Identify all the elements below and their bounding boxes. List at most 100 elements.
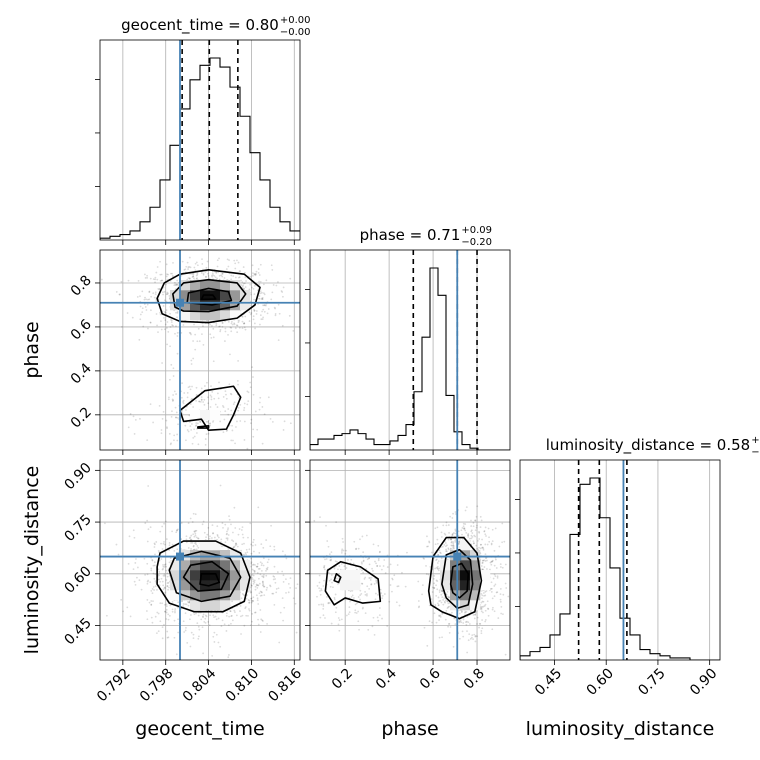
sample-point	[273, 603, 276, 606]
sample-point	[152, 600, 154, 603]
sample-point	[197, 537, 200, 540]
sample-point	[470, 530, 473, 533]
sample-point	[452, 544, 455, 547]
sample-point	[248, 601, 251, 604]
sample-point	[216, 525, 219, 528]
sample-point	[447, 558, 449, 561]
sample-point	[239, 403, 242, 406]
sample-point	[253, 579, 256, 582]
sample-point	[493, 585, 496, 587]
sample-point	[261, 580, 264, 583]
sample-point	[154, 293, 157, 296]
sample-point	[252, 435, 255, 438]
sample-point	[466, 651, 469, 654]
sample-point	[182, 401, 184, 403]
sample-point	[181, 409, 184, 412]
sample-point	[376, 565, 379, 568]
truth-marker	[176, 298, 184, 307]
sample-point	[250, 561, 253, 564]
sample-point	[235, 542, 237, 545]
sample-point	[141, 307, 144, 310]
sample-point	[152, 421, 155, 424]
sample-point	[164, 603, 166, 606]
sample-point	[177, 601, 180, 604]
sample-point	[139, 295, 141, 298]
sample-point	[162, 564, 164, 566]
sample-point	[161, 362, 163, 364]
sample-point	[465, 532, 468, 534]
sample-point	[281, 324, 284, 327]
sample-point	[482, 549, 485, 551]
sample-point	[129, 615, 132, 618]
sample-point	[241, 286, 244, 288]
scatter-panel-geocent_time-phase	[100, 250, 300, 450]
sample-point	[238, 528, 241, 530]
sample-point	[393, 574, 396, 577]
sample-point	[355, 602, 358, 605]
sample-point	[260, 618, 263, 621]
sample-point	[218, 325, 220, 328]
sample-point	[333, 597, 336, 599]
sample-point	[250, 597, 253, 600]
sample-point	[335, 521, 338, 524]
sample-point	[149, 581, 152, 584]
sample-point	[258, 274, 261, 276]
sample-point	[218, 381, 220, 384]
contour-line	[186, 287, 233, 306]
sample-point	[326, 540, 329, 542]
sample-point	[167, 398, 170, 401]
sample-point	[211, 275, 214, 278]
density-cell	[450, 600, 461, 611]
sample-point	[465, 621, 467, 623]
sample-point	[161, 548, 164, 550]
sample-point	[231, 424, 233, 427]
sample-point	[193, 323, 195, 326]
sample-point	[435, 558, 438, 561]
sample-point	[460, 621, 463, 624]
sample-point	[433, 612, 436, 615]
density-cell	[240, 570, 251, 581]
sample-point	[172, 261, 174, 264]
sample-point	[165, 283, 167, 286]
sample-point	[241, 281, 244, 284]
sample-point	[486, 543, 489, 546]
sample-point	[319, 516, 321, 519]
sample-point	[163, 541, 165, 543]
sample-point	[338, 629, 341, 632]
sample-point	[227, 624, 230, 626]
density-cell	[220, 280, 231, 291]
sample-point	[499, 600, 502, 603]
sample-point	[446, 550, 448, 553]
sample-point	[239, 610, 241, 612]
sample-point	[261, 584, 264, 587]
sample-point	[213, 641, 216, 643]
density-cell	[220, 550, 231, 561]
sample-point	[217, 397, 220, 400]
sample-point	[484, 533, 487, 536]
sample-point	[449, 548, 452, 551]
sample-point	[146, 519, 149, 522]
sample-point	[159, 260, 161, 263]
sample-point	[327, 545, 330, 548]
sample-point	[269, 584, 271, 587]
sample-point	[225, 268, 228, 270]
sample-point	[195, 386, 198, 389]
sample-point	[212, 532, 215, 534]
sample-point	[439, 599, 442, 602]
sample-point	[158, 404, 161, 407]
sample-point	[504, 582, 507, 585]
sample-point	[200, 272, 203, 274]
sample-point	[198, 400, 201, 403]
sample-point	[164, 563, 167, 566]
sample-point	[164, 319, 167, 321]
sample-point	[353, 540, 356, 543]
sample-point	[427, 573, 430, 576]
panel-title: geocent_time = 0.80	[121, 16, 279, 35]
sample-point	[495, 567, 498, 569]
sample-point	[176, 316, 178, 319]
sample-point	[423, 626, 426, 629]
sample-point	[197, 637, 200, 640]
sample-point	[237, 261, 240, 264]
sample-point	[483, 530, 486, 532]
sample-point	[451, 533, 454, 536]
